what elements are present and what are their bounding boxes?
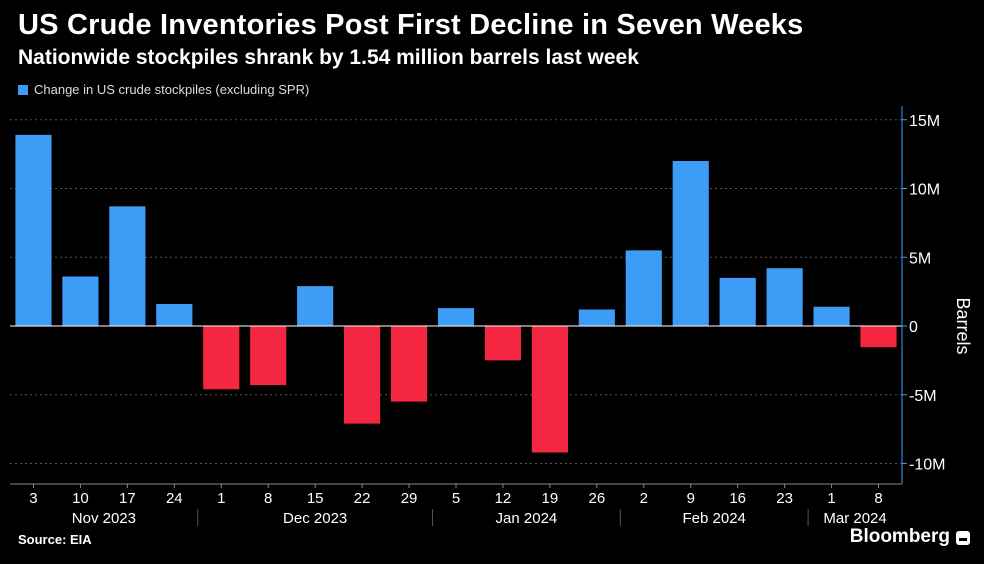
x-tick-label: 9	[687, 490, 695, 507]
x-tick-label: 5	[452, 490, 460, 507]
bar	[860, 326, 897, 348]
y-tick-label: -10M	[909, 457, 945, 474]
x-tick-label: 29	[401, 490, 418, 507]
bar	[109, 206, 146, 326]
x-tick-label: 26	[588, 490, 605, 507]
bar	[297, 286, 334, 326]
bloomberg-terminal-icon	[956, 531, 970, 545]
bar	[531, 326, 568, 453]
x-tick-label: 8	[264, 490, 272, 507]
bar	[672, 161, 709, 326]
month-label: Dec 2023	[283, 510, 347, 527]
x-tick-label: 24	[166, 490, 183, 507]
bar	[344, 326, 381, 424]
bar	[156, 304, 193, 326]
x-tick-label: 17	[119, 490, 136, 507]
brand-name: Bloomberg	[849, 526, 950, 547]
x-tick-label: 1	[217, 490, 225, 507]
brand-logo: Bloomberg	[850, 526, 970, 548]
x-tick-label: 1	[827, 490, 835, 507]
bar	[719, 277, 756, 326]
bar	[813, 306, 850, 326]
month-label: Feb 2024	[683, 510, 746, 527]
x-tick-label: 3	[29, 490, 37, 507]
legend-label: Change in US crude stockpiles (excluding…	[34, 82, 310, 97]
bar	[250, 326, 287, 386]
bar	[578, 309, 615, 326]
y-tick-label: 15M	[909, 113, 940, 130]
source-note: Source: EIA	[18, 532, 92, 547]
y-tick-label: 0	[909, 319, 918, 336]
y-tick-label: 5M	[909, 250, 931, 267]
bar	[437, 308, 475, 326]
y-tick-label: -5M	[909, 388, 937, 405]
chart-title: US Crude Inventories Post First Decline …	[18, 9, 804, 41]
bar	[203, 326, 240, 390]
x-tick-label: 2	[640, 490, 648, 507]
x-tick-label: 22	[354, 490, 371, 507]
month-label: Mar 2024	[823, 510, 886, 527]
legend-swatch	[18, 84, 28, 95]
x-tick-label: 10	[72, 490, 89, 507]
x-tick-label: 8	[874, 490, 882, 507]
x-tick-label: 23	[776, 490, 793, 507]
x-tick-label: 15	[307, 490, 324, 507]
bar	[390, 326, 428, 402]
legend: Change in US crude stockpiles (excluding…	[18, 82, 309, 97]
bar	[484, 326, 522, 361]
bar	[15, 134, 52, 326]
y-tick-label: 10M	[909, 182, 940, 199]
bar	[62, 276, 99, 326]
y-axis-title: Barrels	[953, 297, 973, 354]
month-label: Jan 2024	[496, 510, 558, 527]
x-tick-label: 19	[542, 490, 559, 507]
month-label: Nov 2023	[72, 510, 136, 527]
chart-subtitle: Nationwide stockpiles shrank by 1.54 mil…	[18, 46, 639, 69]
x-tick-label: 16	[729, 490, 746, 507]
x-tick-label: 12	[495, 490, 512, 507]
bar	[625, 250, 662, 326]
bar	[766, 268, 803, 326]
